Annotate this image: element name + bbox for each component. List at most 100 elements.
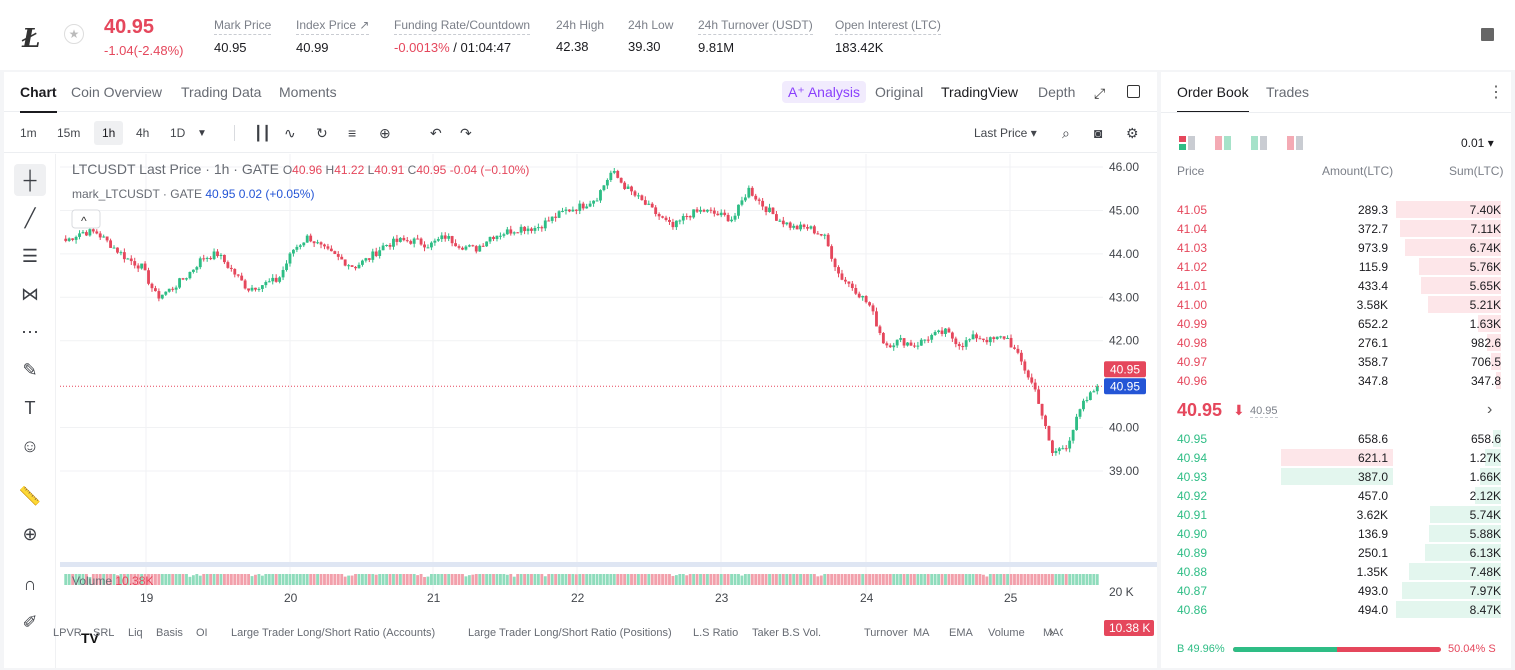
tab-trading-data[interactable]: Trading Data: [181, 84, 262, 100]
stat-index-price[interactable]: Index Price ↗ 40.99: [296, 18, 370, 55]
fib-retracement-icon[interactable]: ⋯: [21, 322, 39, 342]
candle-body: [602, 185, 606, 191]
bid-row[interactable]: 40.94 621.1 1.27K: [1161, 448, 1511, 467]
interval-4h[interactable]: 4h: [136, 126, 150, 140]
ai-analysis-button[interactable]: A⁺ Analysis: [782, 81, 866, 103]
view-original[interactable]: Original: [875, 84, 924, 100]
guide-book-icon[interactable]: [1481, 28, 1494, 41]
fullscreen-icon[interactable]: ⤢: [1094, 85, 1106, 101]
tab-trades[interactable]: Trades: [1266, 84, 1310, 100]
layout-bids-icon[interactable]: [1251, 136, 1267, 150]
undo-icon[interactable]: ↶: [430, 125, 442, 141]
text-tool-icon[interactable]: T: [24, 398, 36, 418]
candle-body: [1040, 403, 1044, 416]
indicator-l-s-ratio[interactable]: L.S Ratio: [693, 627, 739, 639]
layout-both-icon[interactable]: [1179, 136, 1195, 150]
interval-1h[interactable]: 1h: [94, 121, 124, 145]
indicator-large-trader-long-short-ratio-positions-[interactable]: Large Trader Long/Short Ratio (Positions…: [468, 627, 672, 639]
tab-chart[interactable]: Chart: [20, 84, 57, 113]
bid-row[interactable]: 40.86 494.0 8.47K: [1161, 600, 1511, 619]
price-chart[interactable]: 46.00 45.00 44.00 43.00 42.00 40.00 39.00 19 20 2…: [60, 154, 1157, 668]
stat-funding-rate[interactable]: Funding Rate/Countdown -0.0013% / 01:04:…: [394, 18, 531, 55]
ask-row[interactable]: 40.99 652.2 1.63K: [1161, 314, 1511, 333]
indicator-srl[interactable]: SRL: [93, 627, 115, 639]
ask-row[interactable]: 40.98 276.1 982.6: [1161, 333, 1511, 352]
ask-row[interactable]: 41.03 973.9 6.74K: [1161, 238, 1511, 257]
bid-row[interactable]: 40.87 493.0 7.97K: [1161, 581, 1511, 600]
candle-type-icon[interactable]: ┃┃: [254, 125, 271, 141]
interval-dropdown-icon[interactable]: ▼: [197, 128, 207, 139]
bid-row[interactable]: 40.95 658.6 658.6: [1161, 429, 1511, 448]
layout-asks-icon[interactable]: [1287, 136, 1303, 150]
header-sum: Sum(LTC): [1449, 164, 1504, 178]
magnet-icon[interactable]: ∩: [23, 574, 37, 594]
lock-drawing-icon[interactable]: ✐: [22, 612, 38, 632]
compare-icon[interactable]: ↻: [316, 125, 328, 141]
interval-15m[interactable]: 15m: [57, 126, 81, 140]
settings-gear-icon[interactable]: ⚙: [1126, 125, 1139, 141]
tab-coin-overview[interactable]: Coin Overview: [71, 84, 163, 100]
volume-bar: [457, 574, 461, 585]
legend-collapse-button[interactable]: [71, 209, 101, 229]
bid-row[interactable]: 40.88 1.35K 7.48K: [1161, 562, 1511, 581]
popout-window-icon[interactable]: [1127, 85, 1140, 98]
emoji-icon[interactable]: ☺: [20, 436, 40, 456]
indicator-liq[interactable]: Liq: [128, 627, 143, 639]
indicator-basis[interactable]: Basis: [156, 627, 183, 639]
interval-1d[interactable]: 1D: [170, 126, 186, 140]
indicator-volume[interactable]: Volume: [988, 627, 1025, 639]
volume-bar: [140, 574, 144, 585]
crosshair-icon[interactable]: ┼: [14, 164, 46, 196]
indicator-lpvr[interactable]: LPVR: [53, 627, 82, 639]
redo-icon[interactable]: ↷: [460, 125, 472, 141]
chevron-right-icon[interactable]: ›: [1487, 401, 1493, 418]
layout-split-icon[interactable]: [1215, 136, 1231, 150]
view-tradingview[interactable]: TradingView: [941, 84, 1019, 100]
ask-row[interactable]: 41.00 3.58K 5.21K: [1161, 295, 1511, 314]
horizontal-lines-icon[interactable]: ☰: [21, 246, 39, 266]
tick-size-select[interactable]: 0.01 ▾: [1461, 136, 1494, 150]
chevron-right-icon[interactable]: ›: [1049, 623, 1054, 639]
add-alert-icon[interactable]: ⊕: [379, 125, 391, 141]
more-options-icon[interactable]: ⋮: [1488, 84, 1504, 101]
brush-icon[interactable]: ✎: [22, 360, 38, 380]
ask-row[interactable]: 41.01 433.4 5.65K: [1161, 276, 1511, 295]
view-depth[interactable]: Depth: [1038, 84, 1076, 100]
bid-row[interactable]: 40.89 250.1 6.13K: [1161, 543, 1511, 562]
search-icon[interactable]: ⌕: [1062, 125, 1070, 141]
zoom-in-icon[interactable]: ⊕: [22, 524, 38, 544]
bid-row[interactable]: 40.92 457.0 2.12K: [1161, 486, 1511, 505]
ask-row[interactable]: 41.02 115.9 5.76K: [1161, 257, 1511, 276]
bid-row[interactable]: 40.90 136.9 5.88K: [1161, 524, 1511, 543]
stat-open-interest[interactable]: Open Interest (LTC) 183.42K: [835, 18, 941, 55]
indicators-icon[interactable]: ∿: [284, 125, 296, 141]
bid-row[interactable]: 40.91 3.62K 5.74K: [1161, 505, 1511, 524]
template-icon[interactable]: ≡: [348, 125, 357, 141]
volume-bar: [850, 574, 854, 585]
indicator-large-trader-long-short-ratio-accounts-[interactable]: Large Trader Long/Short Ratio (Accounts): [231, 627, 436, 639]
indicator-taker-b-s-vol-[interactable]: Taker B.S Vol.: [752, 627, 822, 639]
ask-row[interactable]: 40.96 347.8 347.8: [1161, 371, 1511, 390]
ruler-icon[interactable]: 📏: [18, 486, 42, 506]
price-type-select[interactable]: Last Price ▾: [974, 126, 1037, 140]
interval-1m[interactable]: 1m: [20, 126, 37, 140]
ask-row[interactable]: 41.04 372.7 7.11K: [1161, 219, 1511, 238]
ask-row[interactable]: 40.97 358.7 706.5: [1161, 352, 1511, 371]
indicator-ma[interactable]: MA: [913, 627, 930, 639]
volume-bar: [74, 574, 78, 585]
indicator-ema[interactable]: EMA: [949, 627, 973, 639]
candle-body: [657, 214, 661, 217]
tab-moments[interactable]: Moments: [279, 84, 337, 100]
bid-row[interactable]: 40.93 387.0 1.66K: [1161, 467, 1511, 486]
ask-row[interactable]: 41.05 289.3 7.40K: [1161, 200, 1511, 219]
trend-line-icon[interactable]: ╱: [24, 208, 36, 228]
favorite-star-icon[interactable]: ★: [64, 24, 84, 44]
indicator-macd[interactable]: MACD: [1043, 627, 1063, 639]
indicator-turnover[interactable]: Turnover: [864, 627, 908, 639]
pattern-icon[interactable]: ⋈: [21, 284, 39, 304]
stat-24h-turnover[interactable]: 24h Turnover (USDT) 9.81M: [698, 18, 813, 55]
tab-order-book[interactable]: Order Book: [1177, 84, 1249, 113]
indicator-oi[interactable]: OI: [196, 627, 208, 639]
camera-icon[interactable]: ◙: [1094, 125, 1103, 141]
stat-mark-price[interactable]: Mark Price 40.95: [214, 18, 272, 55]
